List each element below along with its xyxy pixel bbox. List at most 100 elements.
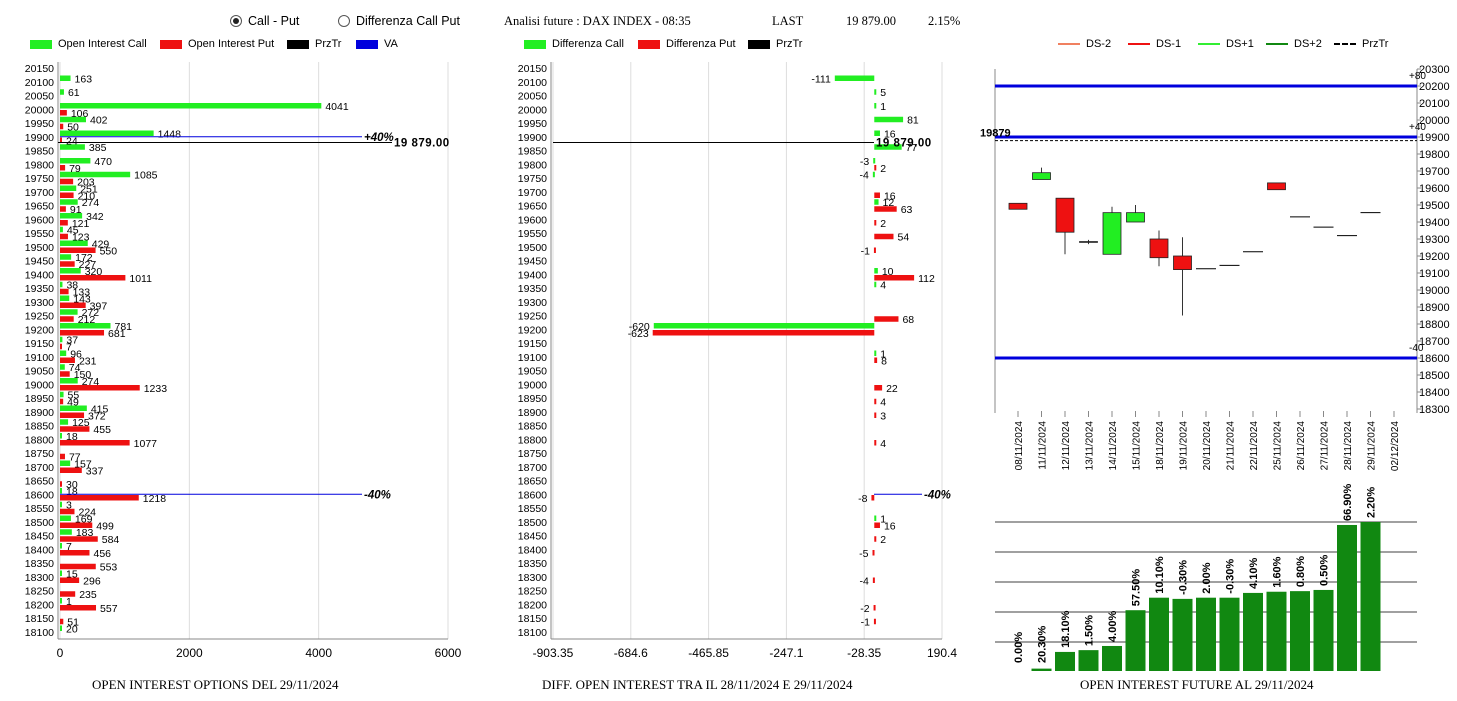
strike-label: 19450	[25, 256, 54, 268]
future-oi-bar	[1313, 589, 1334, 671]
strike-label: 18200	[25, 599, 54, 611]
bar-put	[874, 165, 877, 171]
bar-value-label: 2	[880, 163, 886, 175]
x-tick-label: -465.85	[688, 646, 729, 660]
radio-call-put-indicator[interactable]	[230, 15, 242, 27]
bar-value-label: 1	[880, 348, 886, 360]
strike-label: 19400	[518, 269, 547, 281]
bar-value-label: 20	[66, 623, 78, 635]
va-label: +40%	[364, 132, 394, 144]
legend-line	[1266, 43, 1288, 45]
y-tick-label: 18500	[1419, 370, 1450, 382]
bar-call	[874, 130, 880, 136]
va-label: -40%	[924, 489, 951, 501]
strike-label: 20000	[518, 104, 547, 116]
legend-label: Open Interest Call	[58, 38, 147, 50]
bar-call	[60, 323, 111, 329]
strike-label: 19650	[518, 201, 547, 213]
bar-call	[60, 226, 63, 233]
future-oi-label: 2.20%	[1366, 487, 1378, 518]
strike-label: 19600	[518, 214, 547, 226]
bar-call	[60, 103, 322, 109]
strike-label: 20100	[25, 77, 54, 89]
strike-label: 18800	[25, 434, 54, 446]
bar-put	[873, 247, 876, 253]
strike-label: 19550	[25, 228, 54, 240]
bar-value-label: 553	[100, 562, 118, 574]
bar-value-label: -111	[811, 73, 831, 85]
y-tick-label: 19700	[1419, 166, 1450, 178]
legend-item-oi-put: Open Interest Put	[160, 38, 274, 50]
strike-label: 18300	[518, 572, 547, 584]
bar-call	[60, 350, 67, 356]
bar-value-label: 96	[70, 348, 82, 360]
future-oi-bar	[1219, 597, 1240, 671]
legend-item-prztr: PrzTr	[748, 38, 802, 50]
bar-call	[60, 89, 64, 95]
bar-value-label: 470	[94, 156, 112, 168]
radio-call-put[interactable]: Call - Put	[230, 14, 299, 28]
strike-label: 20000	[25, 104, 54, 116]
bar-put	[60, 330, 105, 336]
bar-put	[874, 522, 880, 528]
bar-put	[874, 412, 877, 418]
bar-value-label: 203	[77, 177, 95, 189]
radio-diff-call-put[interactable]: Differenza Call Put	[338, 14, 460, 28]
strike-label: 18450	[25, 531, 54, 543]
strike-label: 19450	[518, 256, 547, 268]
bar-value-label: 235	[79, 589, 97, 601]
last-label: LAST	[772, 14, 804, 28]
strike-label: 19250	[518, 311, 547, 323]
level-label: +40	[1409, 122, 1426, 133]
bar-put	[874, 536, 877, 542]
bar-value-label: -1	[861, 245, 870, 257]
x-date-label: 22/11/2024	[1249, 421, 1260, 471]
y-tick-label: 20300	[1419, 64, 1450, 76]
bar-put	[60, 247, 96, 253]
future-oi-bar	[1196, 597, 1216, 671]
bar-put	[874, 220, 877, 226]
strike-label: 18650	[25, 476, 54, 488]
future-oi-label: 2.00%	[1201, 562, 1213, 593]
legend-label: Differenza Call	[552, 38, 624, 50]
bar-value-label: 163	[75, 73, 93, 85]
bar-value-label: 385	[89, 142, 107, 154]
strike-label: 19850	[25, 146, 54, 158]
bar-value-label: 30	[66, 479, 78, 491]
bar-put	[60, 508, 75, 515]
legend-item-diff-put: Differenza Put	[638, 38, 736, 50]
legend-line	[1058, 43, 1080, 45]
strike-label: 18500	[25, 517, 54, 529]
future-oi-label: 66.90%	[1342, 483, 1354, 521]
x-date-label: 19/11/2024	[1179, 421, 1190, 471]
strike-label: 18250	[25, 586, 54, 598]
x-date-label: 15/11/2024	[1132, 421, 1143, 471]
strike-label: 19100	[518, 352, 547, 364]
radio-diff-indicator[interactable]	[338, 15, 350, 27]
strike-label: 19000	[25, 379, 54, 391]
bar-value-label: 16	[884, 520, 896, 532]
bar-value-label: 123	[72, 232, 90, 244]
legend-line	[1198, 43, 1220, 45]
bar-value-label: -623	[628, 328, 649, 340]
y-tick-label: 19200	[1419, 251, 1450, 263]
strike-label: 18950	[25, 393, 54, 405]
bar-put	[60, 302, 86, 308]
legend-label: DS-2	[1086, 38, 1112, 50]
bar-call	[60, 268, 81, 274]
future-oi-bar	[1266, 591, 1287, 671]
x-date-label: 02/12/2024	[1390, 421, 1401, 471]
bar-value-label: 274	[82, 197, 100, 209]
bar-value-label: 16	[884, 128, 896, 140]
bar-value-label: -4	[860, 170, 869, 182]
legend-label: PrzTr	[776, 38, 803, 50]
bar-put	[872, 550, 875, 556]
future-oi-label: 0.50%	[1319, 555, 1331, 586]
bar-value-label: 342	[86, 211, 104, 223]
x-date-label: 25/11/2024	[1273, 421, 1284, 471]
future-oi-bar	[1360, 522, 1381, 671]
bar-value-label: 7	[66, 541, 72, 553]
strike-label: 18900	[518, 407, 547, 419]
